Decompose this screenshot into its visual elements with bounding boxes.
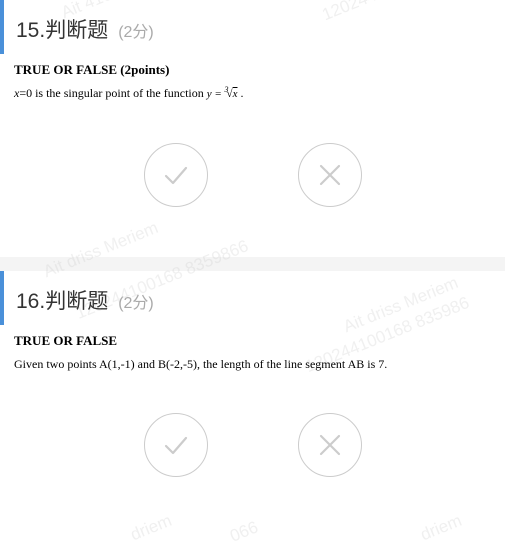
question-type: 判断题	[45, 19, 108, 42]
question-statement: x=0 is the singular point of the functio…	[14, 84, 491, 103]
question-title: 15.判断题	[16, 14, 108, 44]
question-block-16: 16.判断题 (2分) TRUE OR FALSE Given two poin…	[0, 271, 505, 527]
question-type: 判断题	[45, 290, 108, 313]
answer-row	[0, 103, 505, 257]
question-points: (2分)	[118, 18, 154, 42]
question-title: 16.判断题	[16, 285, 108, 315]
check-icon	[159, 428, 193, 462]
section-divider	[0, 257, 505, 271]
question-body: TRUE OR FALSE (2points) x=0 is the singu…	[0, 54, 505, 103]
question-number: 16	[16, 290, 39, 313]
cross-icon	[315, 430, 345, 460]
question-block-15: 15.判断题 (2分) TRUE OR FALSE (2points) x=0 …	[0, 0, 505, 257]
cross-icon	[315, 160, 345, 190]
true-button[interactable]	[144, 413, 208, 477]
false-button[interactable]	[298, 143, 362, 207]
question-number: 15	[16, 19, 39, 42]
true-false-label: TRUE OR FALSE (2points)	[14, 62, 491, 78]
answer-row	[0, 373, 505, 527]
question-header: 15.判断题 (2分)	[0, 0, 505, 54]
check-icon	[159, 158, 193, 192]
false-button[interactable]	[298, 413, 362, 477]
true-false-label: TRUE OR FALSE	[14, 333, 491, 349]
question-body: TRUE OR FALSE Given two points A(1,-1) a…	[0, 325, 505, 373]
question-statement: Given two points A(1,-1) and B(-2,-5), t…	[14, 355, 491, 373]
question-header: 16.判断题 (2分)	[0, 271, 505, 325]
true-button[interactable]	[144, 143, 208, 207]
question-points: (2分)	[118, 289, 154, 313]
